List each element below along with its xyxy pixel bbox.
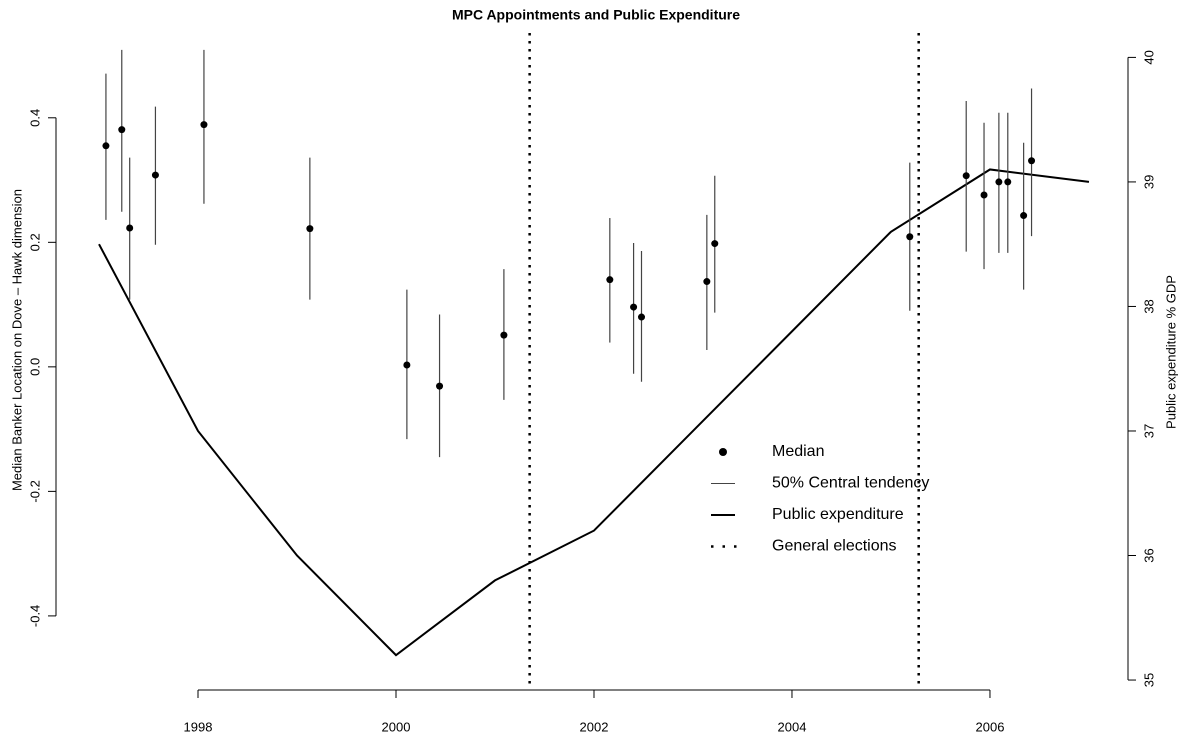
median-point (630, 303, 638, 311)
median-point (151, 171, 159, 179)
median-point (638, 313, 646, 321)
legend-label: General elections (772, 538, 897, 555)
median-point (995, 178, 1003, 186)
median-point (436, 382, 444, 390)
legend-label: Median (772, 443, 824, 460)
median-point (403, 361, 411, 369)
y-tick-label: -0.4 (27, 605, 42, 627)
expenditure-line (98, 168, 1090, 657)
median-point (962, 172, 970, 180)
y-tick-label: -0.2 (27, 480, 42, 502)
median-point (980, 191, 988, 199)
legend-symbol (719, 448, 727, 456)
x-tick-label: 2006 (976, 719, 1005, 734)
y2-tick-label: 38 (1141, 299, 1156, 313)
median-point (200, 121, 208, 129)
y2-tick-label: 35 (1141, 673, 1156, 687)
y2-tick-label: 37 (1141, 424, 1156, 438)
median-point (906, 233, 914, 241)
median-point (306, 225, 314, 233)
legend-label: Public expenditure (772, 506, 904, 523)
median-point (606, 276, 614, 284)
x-tick-label: 2002 (580, 719, 609, 734)
median-point (500, 331, 508, 339)
y2-tick-label: 36 (1141, 548, 1156, 562)
y2-tick-label: 39 (1141, 175, 1156, 189)
median-point (118, 126, 126, 134)
y-axis-label: Median Banker Location on Dove – Hawk di… (9, 189, 24, 491)
x-tick-label: 2000 (382, 719, 411, 734)
median-point (102, 142, 110, 150)
median-point (126, 224, 134, 232)
median-point (1020, 212, 1028, 220)
median-point (1028, 157, 1036, 165)
y-tick-label: 0.2 (27, 233, 42, 251)
y-tick-label: 0.4 (27, 109, 42, 127)
y2-axis-label: Public expenditure % GDP (1163, 275, 1178, 429)
median-point (1004, 178, 1012, 186)
y2-tick-label: 40 (1141, 50, 1156, 64)
median-point (703, 278, 711, 286)
median-point (711, 240, 719, 248)
x-tick-label: 1998 (184, 719, 213, 734)
legend-label: 50% Central tendency (772, 475, 929, 492)
chart-title: MPC Appointments and Public Expenditure (452, 7, 740, 23)
x-tick-label: 2004 (778, 719, 807, 734)
y-tick-label: 0.0 (27, 358, 42, 376)
